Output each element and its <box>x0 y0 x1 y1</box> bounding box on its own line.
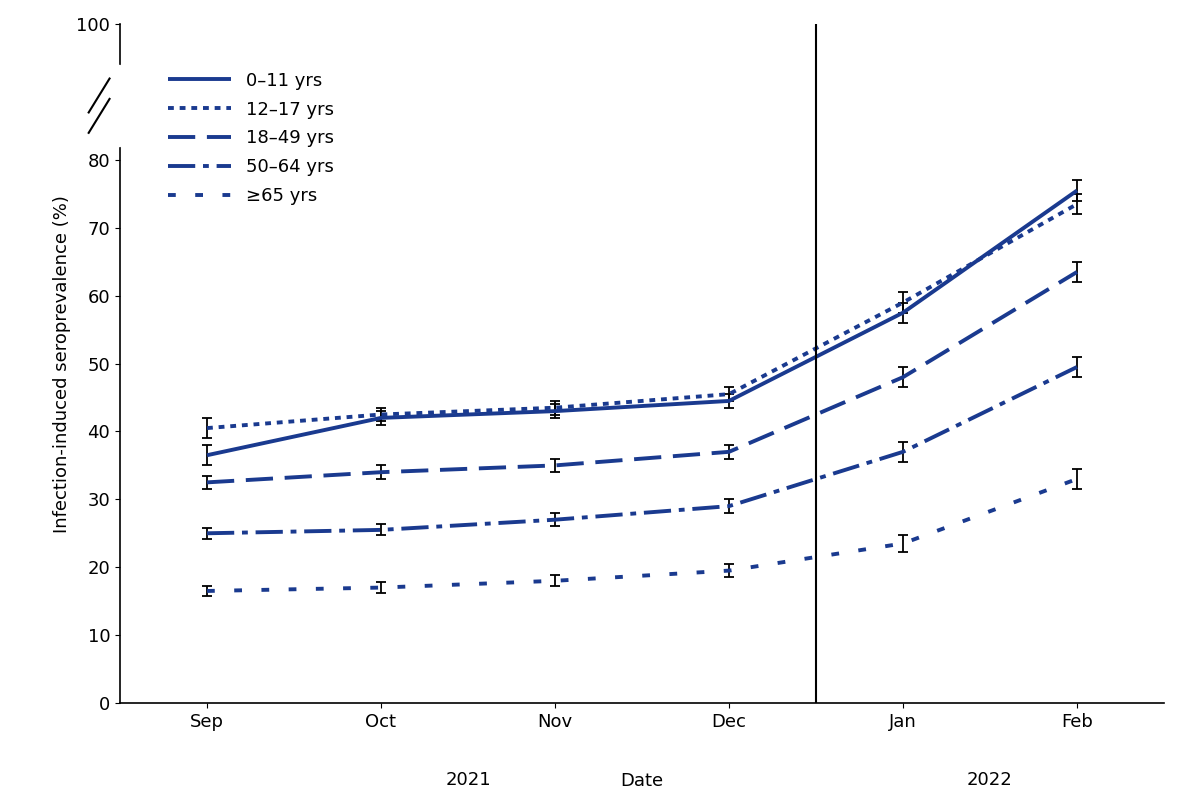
Text: 2021: 2021 <box>445 771 491 789</box>
Bar <box>94 65 120 146</box>
Text: 2022: 2022 <box>967 771 1013 789</box>
X-axis label: Date: Date <box>620 772 664 790</box>
Y-axis label: Infection-induced seroprevalence (%): Infection-induced seroprevalence (%) <box>53 195 71 532</box>
Legend: 0–11 yrs, 12–17 yrs, 18–49 yrs, 50–64 yrs, ≥65 yrs: 0–11 yrs, 12–17 yrs, 18–49 yrs, 50–64 yr… <box>150 53 352 223</box>
